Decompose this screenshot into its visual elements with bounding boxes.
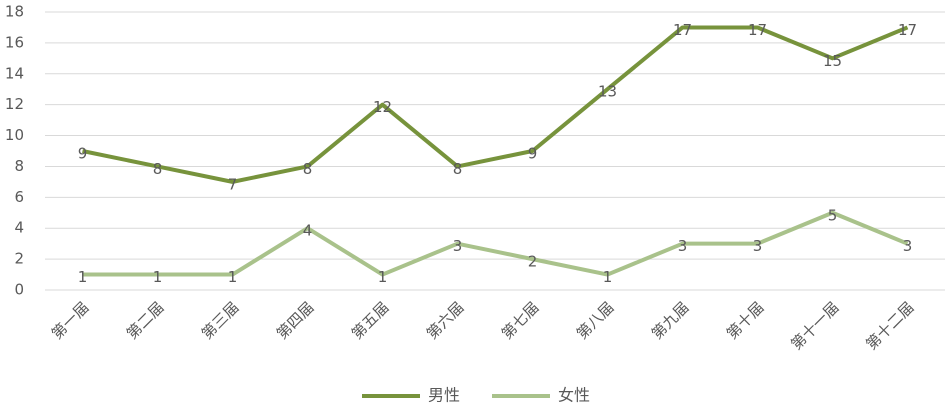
x-tick-label: 第八届 (573, 298, 618, 343)
data-label: 15 (823, 52, 842, 70)
data-label: 8 (303, 160, 313, 178)
x-tick-label: 第九届 (648, 298, 693, 343)
data-label: 12 (373, 98, 392, 116)
x-tick-label: 第三届 (198, 298, 243, 343)
data-label: 3 (453, 237, 463, 255)
x-tick-label: 第五届 (348, 298, 393, 343)
data-label: 9 (528, 145, 538, 163)
x-tick-label: 第四届 (273, 298, 318, 343)
data-label: 3 (753, 237, 763, 255)
data-label: 4 (303, 222, 313, 240)
series-line (82, 25, 909, 184)
data-label: 1 (378, 268, 388, 286)
x-tick-label: 第十一届 (787, 298, 842, 353)
data-label: 1 (603, 268, 613, 286)
legend-label: 男性 (428, 386, 460, 405)
y-tick-label: 8 (14, 157, 24, 175)
y-tick-label: 4 (14, 219, 24, 237)
x-tick-label: 第一届 (48, 298, 93, 343)
data-label: 1 (153, 268, 163, 286)
data-label: 9 (78, 145, 88, 163)
data-label: 5 (828, 206, 838, 224)
data-label: 17 (898, 21, 917, 39)
x-tick-label: 第七届 (498, 298, 543, 343)
y-tick-label: 14 (5, 64, 24, 82)
x-tick-label: 第十届 (723, 298, 768, 343)
data-label: 1 (78, 268, 88, 286)
y-tick-label: 0 (14, 281, 24, 299)
series-line (82, 210, 909, 277)
data-label: 3 (678, 237, 688, 255)
data-label: 2 (528, 253, 538, 271)
y-tick-label: 12 (5, 95, 24, 113)
data-label: 7 (228, 175, 238, 193)
y-tick-label: 6 (14, 188, 24, 206)
x-tick-label: 第六届 (423, 298, 468, 343)
data-label: 17 (748, 21, 767, 39)
x-tick-label: 第十二届 (862, 298, 917, 353)
x-tick-label: 第二届 (123, 298, 168, 343)
data-label: 13 (598, 83, 617, 101)
data-label: 8 (453, 160, 463, 178)
y-tick-label: 18 (5, 3, 24, 21)
data-label: 1 (228, 268, 238, 286)
y-tick-label: 2 (14, 250, 24, 268)
data-label: 3 (903, 237, 913, 255)
legend-label: 女性 (558, 386, 590, 405)
data-label: 8 (153, 160, 163, 178)
data-label: 17 (673, 21, 692, 39)
y-tick-label: 16 (5, 33, 24, 51)
y-tick-label: 10 (5, 126, 24, 144)
